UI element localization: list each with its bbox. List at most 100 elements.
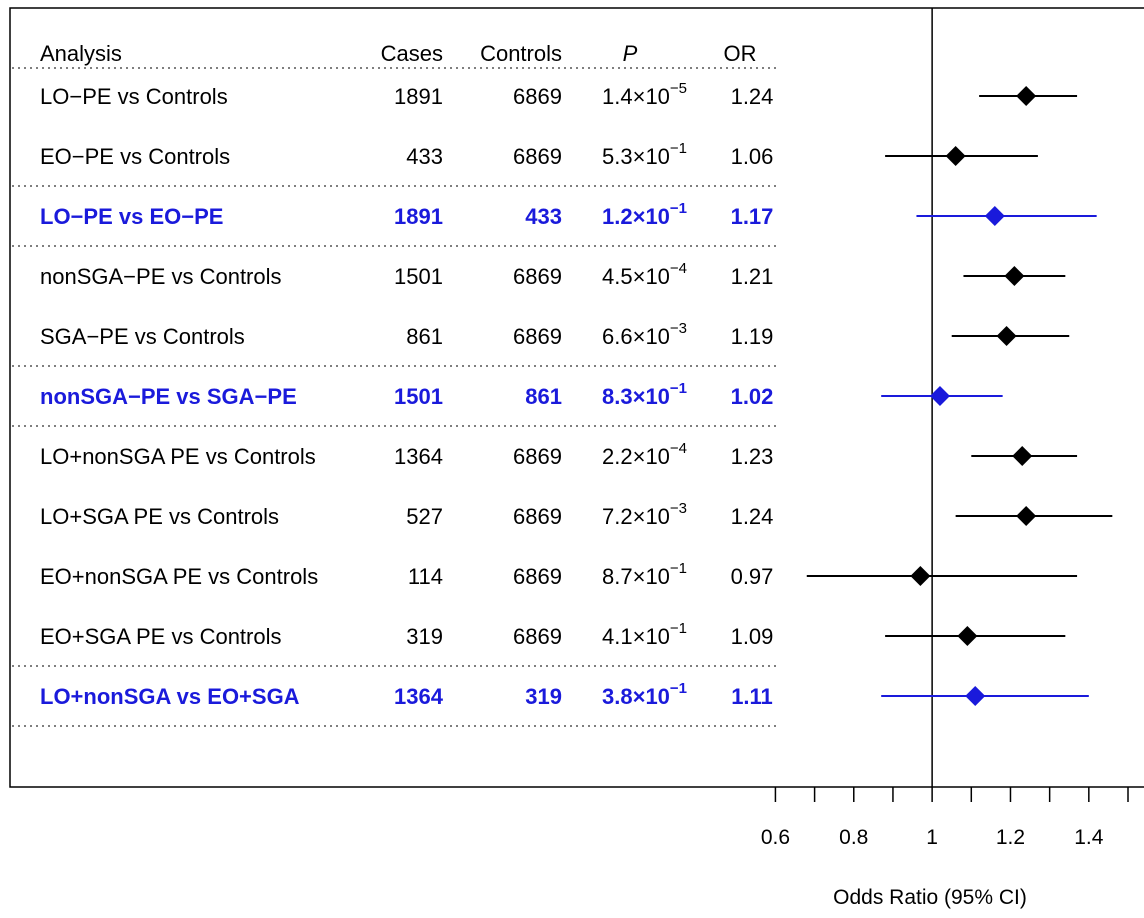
p-times: ×10 xyxy=(633,324,670,349)
row-analysis: LO+nonSGA PE vs Controls xyxy=(40,444,316,469)
table-row: EO+nonSGA PE vs Controls 114 6869 8.7×10−1 0… xyxy=(40,560,773,589)
row-p-value: 1.2×10−1 xyxy=(602,200,687,229)
row-analysis: LO+nonSGA vs EO+SGA xyxy=(40,684,300,709)
row-analysis: EO+SGA PE vs Controls xyxy=(40,624,281,649)
row-analysis: LO−PE vs Controls xyxy=(40,84,228,109)
row-or: 1.24 xyxy=(731,84,774,109)
row-cases: 114 xyxy=(408,564,443,589)
p-exponent: −3 xyxy=(670,320,687,337)
p-exponent: −3 xyxy=(670,500,687,517)
p-mantissa: 7.2 xyxy=(602,504,633,529)
or-point xyxy=(1004,266,1025,286)
p-exponent: −1 xyxy=(670,680,687,697)
or-point xyxy=(965,686,986,706)
row-analysis: EO−PE vs Controls xyxy=(40,144,230,169)
x-axis-tick-labels: 0.6 0.8 1 1.2 1.4 xyxy=(761,826,1104,849)
row-controls: 6869 xyxy=(513,444,562,469)
x-tick-label: 1.2 xyxy=(996,826,1025,849)
p-mantissa: 8.3 xyxy=(602,384,633,409)
results-table: Analysis Cases Controls P OR LO−PE vs Co… xyxy=(40,41,773,709)
row-or: 1.02 xyxy=(731,384,774,409)
row-or: 1.17 xyxy=(731,204,774,229)
row-controls: 861 xyxy=(525,384,562,409)
row-p-value: 8.7×10−1 xyxy=(602,560,687,589)
header-analysis: Analysis xyxy=(40,41,122,66)
row-p-value: 4.1×10−1 xyxy=(602,620,687,649)
row-analysis: SGA−PE vs Controls xyxy=(40,324,245,349)
row-cases: 1891 xyxy=(394,84,443,109)
p-times: ×10 xyxy=(633,624,670,649)
row-cases: 1891 xyxy=(394,204,443,229)
header-cases: Cases xyxy=(381,41,443,66)
x-axis: 0.6 0.8 1 1.2 1.4 Odds Ratio (95% CI) xyxy=(761,787,1129,909)
row-analysis: nonSGA−PE vs Controls xyxy=(40,264,282,289)
or-point xyxy=(1016,86,1037,106)
row-cases: 861 xyxy=(406,324,443,349)
or-point xyxy=(984,206,1005,226)
row-controls: 6869 xyxy=(513,504,562,529)
row-cases: 319 xyxy=(406,624,443,649)
row-p-value: 4.5×10−4 xyxy=(602,260,687,289)
p-mantissa: 6.6 xyxy=(602,324,633,349)
row-p-value: 8.3×10−1 xyxy=(602,380,687,409)
or-point xyxy=(1012,446,1033,466)
header-or: OR xyxy=(724,41,757,66)
row-or: 1.21 xyxy=(731,264,774,289)
row-cases: 1364 xyxy=(394,684,444,709)
row-controls: 433 xyxy=(525,204,562,229)
p-times: ×10 xyxy=(633,144,670,169)
p-times: ×10 xyxy=(633,384,670,409)
p-exponent: −1 xyxy=(670,380,687,397)
x-axis-ticks xyxy=(774,787,1129,802)
row-or: 1.06 xyxy=(731,144,774,169)
table-rows: LO−PE vs Controls 1891 6869 1.4×10−5 1.24EO−… xyxy=(40,80,773,709)
table-row: EO−PE vs Controls 433 6869 5.3×10−1 1.06 xyxy=(40,140,773,169)
p-exponent: −4 xyxy=(670,260,687,277)
p-times: ×10 xyxy=(633,444,670,469)
row-cases: 1501 xyxy=(394,384,443,409)
table-row: EO+SGA PE vs Controls 319 6869 4.1×10−1 1.09 xyxy=(40,620,773,649)
table-row: LO−PE vs EO−PE 1891 433 1.2×10−1 1.17 xyxy=(40,200,773,229)
or-point xyxy=(996,326,1017,346)
p-exponent: −5 xyxy=(670,80,687,97)
row-or: 1.23 xyxy=(731,444,774,469)
row-controls: 6869 xyxy=(513,624,562,649)
row-controls: 6869 xyxy=(513,264,562,289)
row-cases: 433 xyxy=(406,144,443,169)
p-mantissa: 4.5 xyxy=(602,264,633,289)
header-controls: Controls xyxy=(480,41,562,66)
row-analysis: LO+SGA PE vs Controls xyxy=(40,504,279,529)
row-separators xyxy=(12,67,778,727)
row-or: 1.19 xyxy=(731,324,774,349)
p-mantissa: 3.8 xyxy=(602,684,633,709)
row-or: 1.11 xyxy=(731,684,773,709)
row-analysis: nonSGA−PE vs SGA−PE xyxy=(40,384,297,409)
row-analysis: LO−PE vs EO−PE xyxy=(40,204,223,229)
table-row: LO+nonSGA PE vs Controls 1364 6869 2.2×10−4… xyxy=(40,440,773,469)
odds-ratio-marks xyxy=(806,86,1113,706)
table-row: LO+SGA PE vs Controls 527 6869 7.2×10−3 1.24 xyxy=(40,500,773,529)
header-p: P xyxy=(623,41,638,66)
frame-border xyxy=(9,7,1144,788)
x-tick-label: 0.6 xyxy=(761,826,790,849)
row-controls: 6869 xyxy=(513,324,562,349)
or-point xyxy=(945,146,966,166)
p-times: ×10 xyxy=(633,504,670,529)
row-p-value: 7.2×10−3 xyxy=(602,500,687,529)
x-tick-label: 1.4 xyxy=(1074,826,1104,849)
p-mantissa: 1.2 xyxy=(602,204,633,229)
row-cases: 1364 xyxy=(394,444,443,469)
x-axis-label: Odds Ratio (95% CI) xyxy=(833,886,1027,909)
p-times: ×10 xyxy=(633,564,670,589)
table-row: LO+nonSGA vs EO+SGA 1364 319 3.8×10−1 1.11 xyxy=(40,680,773,709)
p-times: ×10 xyxy=(633,84,670,109)
table-row: SGA−PE vs Controls 861 6869 6.6×10−3 1.19 xyxy=(40,320,773,349)
row-or: 1.09 xyxy=(731,624,774,649)
row-controls: 6869 xyxy=(513,144,562,169)
p-mantissa: 4.1 xyxy=(602,624,633,649)
row-controls: 319 xyxy=(525,684,562,709)
row-controls: 6869 xyxy=(513,84,562,109)
row-analysis: EO+nonSGA PE vs Controls xyxy=(40,564,318,589)
or-point xyxy=(910,566,931,586)
